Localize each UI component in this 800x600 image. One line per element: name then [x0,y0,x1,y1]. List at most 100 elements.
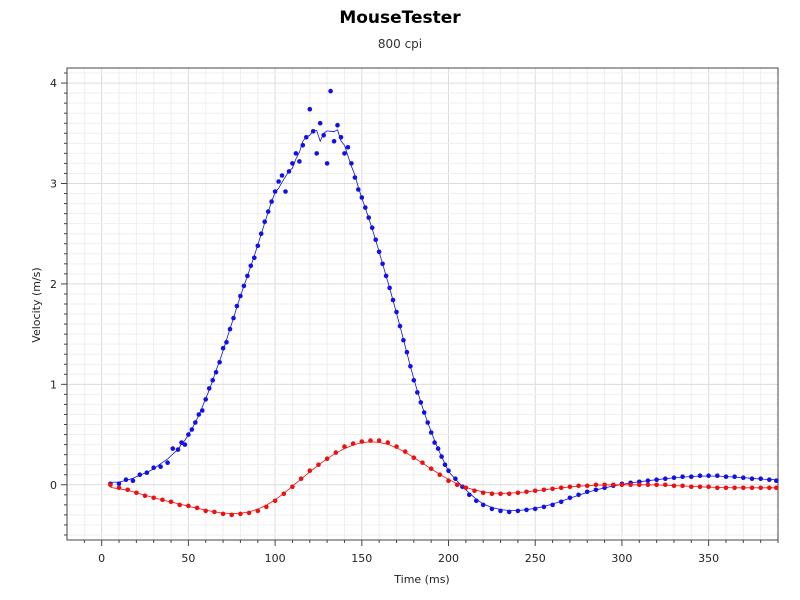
data-point [376,438,382,443]
data-point [454,482,460,488]
data-point [506,491,512,497]
data-point [446,468,451,474]
data-point [224,339,229,345]
data-point [307,106,313,112]
data-point [328,88,333,94]
data-point [369,225,375,230]
data-point [349,161,354,166]
x-tick-label: 300 [611,552,632,565]
data-point [732,485,737,491]
data-point [151,465,156,471]
data-point [576,492,581,498]
data-point [241,283,247,289]
data-point [281,491,287,497]
data-point [272,189,278,194]
data-point [428,430,434,435]
data-point [602,482,607,488]
data-point [217,359,222,365]
x-tick-label: 100 [265,552,286,565]
data-point [108,482,113,488]
data-point [160,497,165,503]
data-point [385,440,391,445]
data-point [220,511,226,517]
data-point [420,460,425,466]
data-point [532,506,538,512]
data-point [286,169,292,174]
data-point [715,473,720,479]
data-point [680,483,685,489]
data-point [532,488,538,494]
data-point [276,179,281,184]
data-point [283,189,288,194]
data-point [567,484,573,490]
data-point [293,151,299,156]
y-tick-label: 3 [50,177,57,190]
data-point [524,489,529,495]
data-point [394,444,399,449]
data-point [584,489,590,495]
data-point [654,482,659,488]
data-point [463,485,469,491]
data-point [446,478,451,484]
data-point [558,499,564,505]
data-point [541,504,547,510]
x-tick-label: 250 [525,552,546,565]
data-point [248,263,254,269]
data-point [134,490,139,496]
data-point [194,505,200,511]
x-tick-label: 150 [351,552,372,565]
data-point [314,151,320,156]
data-point [453,476,458,482]
data-point [380,261,385,267]
data-point [480,502,486,508]
data-point [125,487,130,493]
data-point [428,466,434,472]
data-point [663,476,668,482]
data-point [170,446,176,451]
data-point [387,285,392,291]
data-point [425,420,431,425]
y-axis-label: Velocity (m/s) [30,267,43,342]
data-point [397,323,403,329]
data-point [593,482,599,488]
data-point [158,464,163,470]
data-point [654,477,659,483]
data-point [123,477,129,483]
data-point [550,486,555,492]
data-point [439,454,444,459]
y-tick-label: 2 [50,278,57,291]
data-point [689,484,694,490]
data-point [229,512,234,518]
data-point [432,440,437,445]
data-point [212,509,217,515]
data-point [435,446,441,451]
data-point [331,139,337,144]
data-point [272,498,278,504]
data-point [498,491,503,497]
data-point [706,484,711,490]
y-tick-label: 0 [50,479,57,492]
data-point [749,476,755,482]
chart-subtitle: 800 cpi [377,37,423,51]
data-point [383,273,389,279]
data-point [619,482,625,488]
data-point [252,255,257,261]
data-point [680,474,685,480]
data-point [774,485,779,491]
data-point [359,439,365,444]
data-point [671,475,677,481]
data-point [401,337,406,343]
data-point [203,508,208,514]
data-point [246,510,252,516]
data-point [324,161,330,166]
data-point [541,487,547,493]
data-point [179,440,184,445]
data-point [342,151,347,156]
data-point [333,450,339,455]
data-point [472,488,477,494]
data-point [130,478,136,484]
data-point [186,432,191,437]
data-point [489,491,495,497]
data-point [200,408,205,413]
data-point [645,478,651,484]
